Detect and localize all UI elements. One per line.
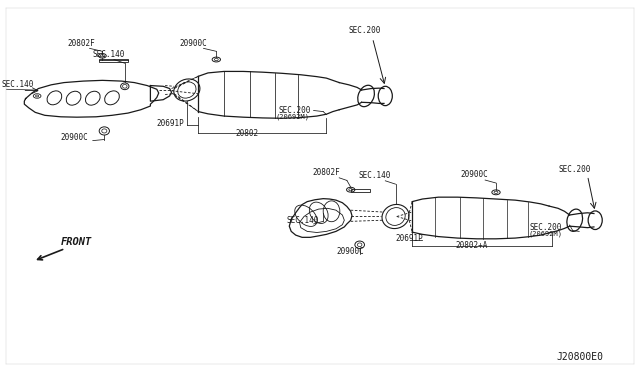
Text: 20802F: 20802F [67,39,95,48]
Text: FRONT: FRONT [61,237,92,247]
Text: 20900C: 20900C [461,170,488,179]
Text: 20900C: 20900C [337,247,364,256]
Text: 20900C: 20900C [179,39,207,48]
Text: 20691P: 20691P [157,119,184,128]
Text: (20692M): (20692M) [275,114,309,120]
Text: SEC.140: SEC.140 [93,50,125,59]
Text: SEC.200: SEC.200 [278,106,311,115]
Text: SEC.140: SEC.140 [2,80,35,89]
Text: 20900C: 20900C [61,133,88,142]
Text: 20691P: 20691P [396,234,423,243]
Text: SEC.200: SEC.200 [530,223,563,232]
Bar [99,59,128,62]
Bar [351,189,370,192]
Text: 20802+A: 20802+A [456,241,488,250]
Text: SEC.140: SEC.140 [287,216,319,225]
Text: 20802F: 20802F [312,168,340,177]
Text: SEC.200: SEC.200 [558,166,591,174]
Text: (20692M): (20692M) [528,231,562,237]
Text: 20802: 20802 [236,129,259,138]
Text: SEC.200: SEC.200 [349,26,381,35]
Text: J20800E0: J20800E0 [557,352,604,362]
Text: SEC.140: SEC.140 [358,171,391,180]
